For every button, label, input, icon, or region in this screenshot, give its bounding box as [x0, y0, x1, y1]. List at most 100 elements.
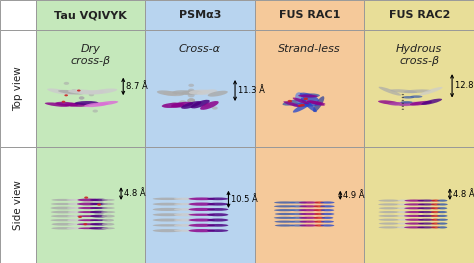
- Ellipse shape: [274, 201, 296, 204]
- Circle shape: [298, 104, 302, 107]
- Ellipse shape: [320, 209, 334, 211]
- Bar: [0, 147, 36, 263]
- Ellipse shape: [77, 199, 99, 201]
- Ellipse shape: [379, 222, 400, 225]
- Ellipse shape: [410, 101, 432, 105]
- Ellipse shape: [189, 203, 215, 206]
- Ellipse shape: [189, 219, 215, 221]
- Ellipse shape: [51, 203, 75, 205]
- Ellipse shape: [45, 102, 69, 107]
- Text: 10.5 Å: 10.5 Å: [231, 195, 258, 204]
- Circle shape: [187, 98, 195, 103]
- Ellipse shape: [207, 208, 228, 211]
- Circle shape: [84, 196, 88, 199]
- Ellipse shape: [313, 205, 325, 208]
- Circle shape: [188, 93, 195, 97]
- Bar: [0, 0, 36, 30]
- Ellipse shape: [404, 89, 431, 93]
- Ellipse shape: [90, 215, 108, 218]
- Circle shape: [401, 103, 404, 104]
- Ellipse shape: [78, 90, 106, 94]
- Circle shape: [188, 84, 194, 87]
- Circle shape: [71, 89, 77, 92]
- Ellipse shape: [313, 209, 325, 211]
- Circle shape: [64, 82, 69, 85]
- Ellipse shape: [418, 219, 435, 221]
- Ellipse shape: [431, 219, 440, 221]
- Circle shape: [401, 94, 404, 95]
- Circle shape: [62, 101, 65, 103]
- Ellipse shape: [78, 207, 99, 209]
- Circle shape: [204, 104, 210, 107]
- Ellipse shape: [174, 224, 198, 227]
- Ellipse shape: [314, 221, 325, 223]
- Ellipse shape: [200, 101, 219, 110]
- Ellipse shape: [78, 211, 99, 213]
- Ellipse shape: [419, 87, 443, 95]
- Circle shape: [79, 97, 84, 99]
- Ellipse shape: [153, 203, 182, 206]
- Ellipse shape: [66, 199, 83, 201]
- Text: 4.9 Å: 4.9 Å: [343, 191, 365, 200]
- Ellipse shape: [274, 217, 296, 219]
- Ellipse shape: [378, 203, 400, 205]
- Bar: [365, 0, 474, 30]
- Ellipse shape: [418, 207, 435, 209]
- Text: PSMα3: PSMα3: [179, 10, 221, 20]
- Ellipse shape: [174, 198, 198, 200]
- Ellipse shape: [299, 209, 319, 211]
- Ellipse shape: [397, 203, 410, 205]
- Circle shape: [86, 103, 91, 106]
- Ellipse shape: [404, 215, 425, 217]
- Ellipse shape: [157, 90, 178, 96]
- Ellipse shape: [307, 100, 325, 106]
- Bar: [36, 30, 145, 147]
- Ellipse shape: [379, 215, 400, 217]
- Ellipse shape: [67, 203, 82, 205]
- Ellipse shape: [290, 224, 306, 227]
- Ellipse shape: [405, 219, 424, 221]
- Ellipse shape: [77, 215, 100, 217]
- Circle shape: [79, 97, 84, 99]
- Ellipse shape: [51, 199, 74, 201]
- Bar: [145, 30, 255, 147]
- Ellipse shape: [313, 217, 325, 219]
- Ellipse shape: [189, 208, 215, 211]
- Text: Strand-less: Strand-less: [278, 44, 341, 54]
- Circle shape: [196, 101, 202, 105]
- Ellipse shape: [153, 208, 182, 211]
- Circle shape: [89, 93, 94, 96]
- Circle shape: [187, 98, 195, 103]
- Ellipse shape: [283, 99, 306, 106]
- Ellipse shape: [438, 211, 447, 213]
- Ellipse shape: [438, 226, 447, 229]
- Ellipse shape: [300, 221, 318, 223]
- Ellipse shape: [295, 92, 305, 104]
- Bar: [365, 147, 474, 263]
- Ellipse shape: [207, 219, 228, 222]
- Ellipse shape: [320, 224, 334, 227]
- Ellipse shape: [153, 229, 182, 232]
- Ellipse shape: [437, 203, 448, 205]
- Ellipse shape: [101, 207, 115, 209]
- Ellipse shape: [55, 102, 78, 106]
- Circle shape: [77, 89, 81, 92]
- Text: Hydrous
cross-β: Hydrous cross-β: [396, 44, 442, 66]
- Ellipse shape: [431, 222, 440, 225]
- Ellipse shape: [67, 223, 82, 225]
- Ellipse shape: [77, 203, 100, 205]
- Ellipse shape: [174, 203, 198, 205]
- Ellipse shape: [51, 211, 75, 213]
- Ellipse shape: [431, 203, 440, 205]
- Ellipse shape: [404, 207, 425, 209]
- Ellipse shape: [50, 219, 75, 221]
- Ellipse shape: [207, 213, 228, 216]
- Circle shape: [64, 94, 68, 96]
- Ellipse shape: [300, 224, 318, 227]
- Ellipse shape: [101, 215, 115, 218]
- Circle shape: [163, 104, 168, 107]
- Ellipse shape: [197, 89, 217, 95]
- Text: 4.8 Å: 4.8 Å: [124, 189, 146, 198]
- Ellipse shape: [418, 200, 435, 202]
- Circle shape: [288, 100, 292, 102]
